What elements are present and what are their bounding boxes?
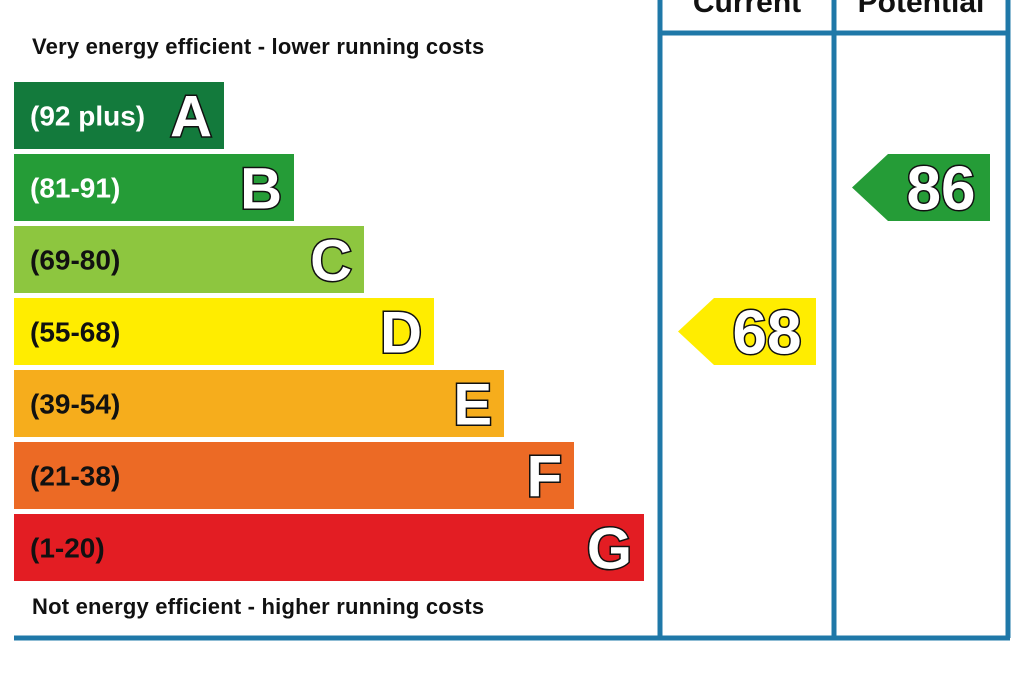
marker-value: 86 [907,155,976,224]
band-bar [14,514,644,581]
band-bar [14,154,294,221]
chart-frame [14,0,1011,641]
band-b: (81-91) B [14,154,294,223]
band-g: (1-20) G [14,514,644,583]
marker-value: 68 [733,299,802,368]
band-bar [14,442,574,509]
band-bar [14,298,434,365]
band-letter: F [527,445,562,510]
band-range-label: (81-91) [30,173,120,204]
band-letter: A [170,85,212,150]
rating-bands: (92 plus) A(81-91) B(69-80) C(55-68) D(39-54… [14,82,644,583]
marker-arrow [852,154,990,221]
band-range-label: (21-38) [30,461,120,492]
band-letter: D [380,301,422,366]
potential-rating-marker: 86 [852,153,990,225]
marker-arrow [678,298,816,365]
band-letter: G [587,517,632,582]
band-a: (92 plus) A [14,82,224,151]
bottom-caption: Not energy efficient - higher running co… [32,594,485,619]
top-caption: Very energy efficient - lower running co… [32,34,485,59]
band-range-label: (92 plus) [30,101,145,132]
band-bar [14,370,504,437]
column-header-current: Current [692,0,802,19]
band-e: (39-54) E [14,370,504,439]
band-bar [14,82,224,149]
band-letter: E [453,373,492,438]
band-bar [14,226,364,293]
band-letter: C [310,229,352,294]
band-range-label: (39-54) [30,389,120,420]
band-range-label: (1-20) [30,533,105,564]
rating-markers: 68 86 [678,153,990,369]
band-c: (69-80) C [14,226,364,295]
band-range-label: (69-80) [30,245,120,276]
current-rating-marker: 68 [678,297,816,369]
band-range-label: (55-68) [30,317,120,348]
band-letter: B [240,157,282,222]
band-d: (55-68) D [14,298,434,367]
column-header-potential: Potential [857,0,985,19]
band-f: (21-38) F [14,442,574,511]
